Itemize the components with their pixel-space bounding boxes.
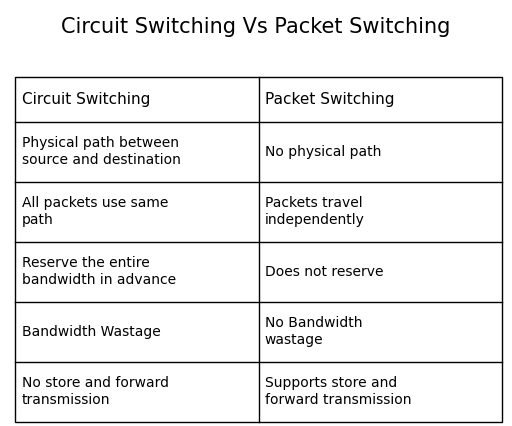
Text: Packet Switching: Packet Switching [265, 92, 394, 106]
Text: Physical path between
source and destination: Physical path between source and destina… [22, 136, 180, 167]
Text: Does not reserve: Does not reserve [265, 265, 383, 279]
Text: Supports store and
forward transmission: Supports store and forward transmission [265, 376, 411, 407]
Text: All packets use same
path: All packets use same path [22, 196, 168, 227]
Bar [15, 77, 502, 422]
Text: Reserve the entire
bandwidth in advance: Reserve the entire bandwidth in advance [22, 256, 176, 287]
Text: No store and forward
transmission: No store and forward transmission [22, 376, 168, 407]
Text: No Bandwidth
wastage: No Bandwidth wastage [265, 316, 362, 347]
Text: Circuit Switching Vs Packet Switching: Circuit Switching Vs Packet Switching [61, 17, 451, 37]
Text: Bandwidth Wastage: Bandwidth Wastage [22, 325, 160, 339]
Text: No physical path: No physical path [265, 144, 381, 158]
Text: Circuit Switching: Circuit Switching [22, 92, 150, 106]
Text: Packets travel
independently: Packets travel independently [265, 196, 365, 227]
